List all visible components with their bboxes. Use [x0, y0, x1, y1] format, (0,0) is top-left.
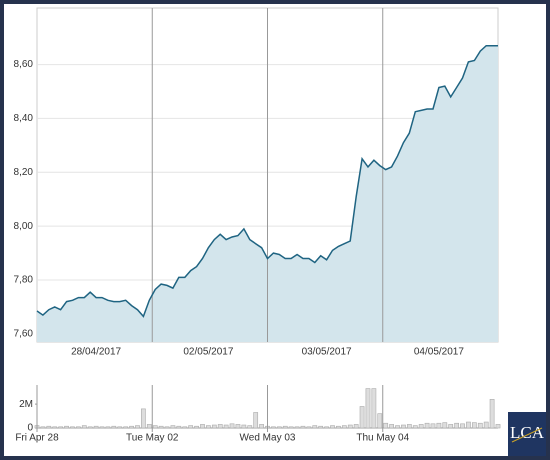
- volume-bar: [194, 425, 199, 429]
- volume-bar: [253, 412, 259, 429]
- volume-bar: [318, 425, 324, 429]
- volume-bar: [383, 422, 389, 429]
- volume-bar: [306, 426, 312, 429]
- y-tick-label: 2M: [19, 399, 33, 410]
- volume-bar: [76, 426, 81, 429]
- x-tick-label: Tue May 02: [126, 433, 179, 444]
- volume-bar: [365, 388, 371, 429]
- volume-bar: [341, 425, 347, 429]
- volume-bar: [105, 426, 111, 429]
- volume-bar: [135, 425, 140, 429]
- volume-bar: [176, 425, 182, 429]
- y-tick-label: 8,20: [14, 167, 34, 178]
- volume-bar: [471, 422, 477, 429]
- y-tick-label: 7,80: [14, 275, 34, 286]
- volume-bar: [436, 422, 442, 429]
- volume-bar: [170, 425, 176, 429]
- volume-bar: [377, 413, 383, 429]
- volume-bar: [188, 425, 194, 429]
- volume-bar: [271, 426, 276, 429]
- volume-bar: [70, 426, 75, 429]
- volume-bar: [454, 422, 459, 429]
- volume-bar: [141, 408, 146, 429]
- volume-bar: [259, 424, 264, 429]
- volume-bar: [412, 425, 418, 429]
- volume-bar: [206, 425, 211, 429]
- logo: LCA: [510, 423, 545, 442]
- volume-bar: [395, 425, 400, 429]
- volume-bar: [229, 423, 235, 429]
- volume-bar: [58, 426, 64, 429]
- volume-bar: [483, 421, 489, 429]
- volume-bar: [40, 426, 46, 429]
- volume-bar: [146, 424, 152, 429]
- volume-bar: [401, 424, 406, 429]
- x-tick-label: 02/05/2017: [183, 347, 233, 358]
- volume-bar: [211, 424, 217, 429]
- volume-bar: [117, 426, 123, 429]
- x-tick-label: Wed May 03: [240, 433, 296, 444]
- volume-bar: [152, 425, 158, 429]
- volume-bar: [93, 425, 99, 429]
- volume-bar: [294, 426, 300, 429]
- x-tick-label: 03/05/2017: [302, 347, 352, 358]
- volume-bar: [111, 425, 117, 429]
- volume-bar: [217, 424, 223, 429]
- volume-bar: [164, 426, 170, 429]
- volume-bar: [330, 425, 335, 429]
- volume-bar: [158, 425, 164, 429]
- volume-bar: [223, 424, 229, 429]
- volume-bar: [129, 425, 134, 429]
- x-tick-label: Thu May 04: [356, 433, 409, 444]
- x-tick-label: 28/04/2017: [71, 347, 121, 358]
- volume-bar: [442, 422, 448, 429]
- volume-bar: [182, 426, 188, 429]
- volume-bar: [241, 424, 247, 429]
- volume-bar: [235, 424, 241, 429]
- volume-bar: [489, 399, 495, 429]
- volume-bar: [99, 426, 105, 429]
- volume-bar: [87, 426, 93, 429]
- volume-bar: [312, 425, 318, 429]
- volume-bar: [64, 425, 69, 429]
- logo-box: [508, 412, 546, 456]
- volume-bar: [353, 424, 359, 429]
- volume-bar: [389, 424, 394, 429]
- y-tick-label: 8,40: [14, 113, 34, 124]
- volume-bar: [359, 406, 365, 429]
- volume-bar: [288, 426, 294, 429]
- volume-bar: [276, 426, 282, 429]
- volume-bar: [282, 425, 288, 429]
- volume-bar: [52, 426, 58, 429]
- price-line: [36, 44, 498, 318]
- y-tick-label: 8,60: [14, 59, 34, 70]
- y-tick-label: 0: [27, 423, 33, 434]
- volume-bar: [247, 425, 253, 429]
- volume-bar: [200, 424, 205, 429]
- volume-bar: [347, 424, 353, 429]
- volume-bar: [81, 425, 87, 429]
- volume-bar: [123, 426, 129, 429]
- volume-bar: [371, 388, 377, 429]
- volume-bar: [477, 422, 483, 429]
- volume-bar: [495, 424, 501, 429]
- y-tick-label: 8,00: [14, 221, 34, 232]
- logo-accent: [511, 427, 543, 443]
- x-tick-label: 04/05/2017: [414, 347, 464, 358]
- volume-bar: [448, 424, 454, 429]
- y-tick-label: 7,60: [14, 329, 34, 340]
- volume-bar: [336, 425, 341, 429]
- volume-bar: [460, 423, 465, 429]
- volume-bar: [300, 425, 306, 429]
- x-tick-label: Fri Apr 28: [15, 433, 59, 444]
- volume-bar: [418, 424, 424, 429]
- volume-bar: [466, 421, 471, 429]
- volume-bar: [424, 422, 430, 429]
- volume-bar: [46, 425, 52, 429]
- volume-bar: [324, 426, 329, 429]
- volume-bar: [430, 423, 436, 429]
- volume-bar: [406, 424, 412, 429]
